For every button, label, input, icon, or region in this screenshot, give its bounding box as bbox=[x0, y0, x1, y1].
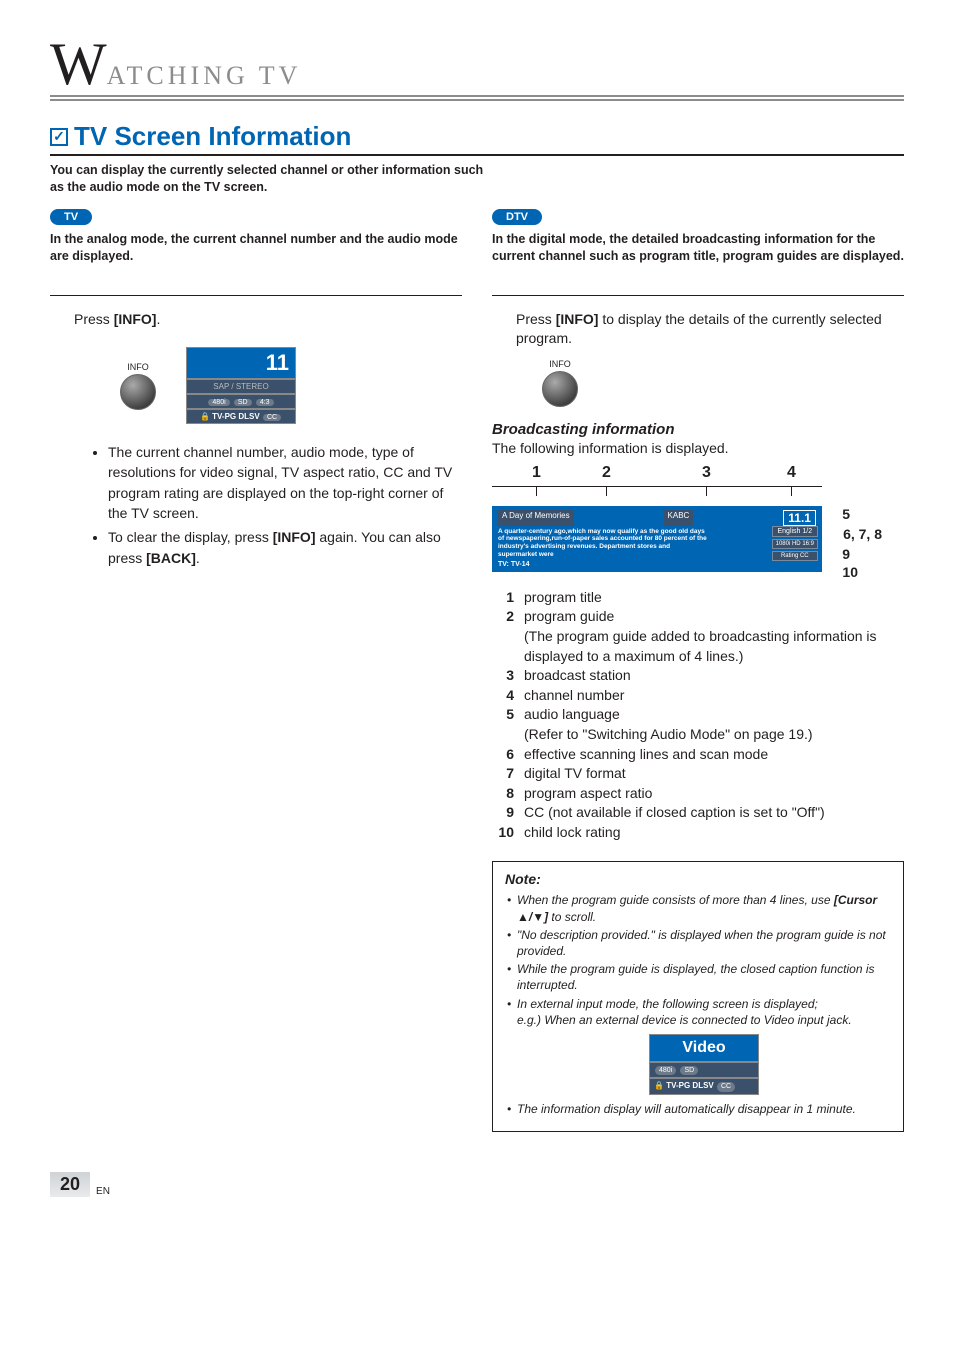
legend-row: 10 child lock rating bbox=[492, 823, 904, 843]
legend-num: 3 bbox=[492, 666, 514, 686]
osd-lang: English 1/2 bbox=[772, 526, 818, 537]
legend-desc: program aspect ratio bbox=[524, 784, 904, 804]
check-icon: ✓ bbox=[50, 128, 68, 146]
callout-5: 5 bbox=[842, 506, 850, 522]
legend-num: 1 bbox=[492, 588, 514, 608]
header-initial: W bbox=[50, 40, 109, 88]
osd-audio-row: SAP / STEREO bbox=[186, 379, 296, 394]
page-num-value: 20 bbox=[50, 1172, 90, 1197]
tv-mode-desc: In the analog mode, the current channel … bbox=[50, 231, 462, 265]
legend-paren: (The program guide added to broadcasting… bbox=[524, 627, 904, 666]
osd-channel: 11.1 bbox=[783, 510, 816, 526]
osd-rating-row: 🔒 TV-PG DLSV CC bbox=[186, 409, 296, 424]
lock-icon: 🔒 bbox=[654, 1081, 664, 1090]
info-button-graphic: INFO bbox=[120, 362, 156, 410]
legend-row: 1 program title bbox=[492, 588, 904, 608]
intro-text: You can display the currently selected c… bbox=[50, 162, 500, 196]
legend-desc: child lock rating bbox=[524, 823, 904, 843]
legend-num: 2 bbox=[492, 607, 514, 627]
legend-row: 8 program aspect ratio bbox=[492, 784, 904, 804]
legend-num: 10 bbox=[492, 823, 514, 843]
legend-num: 6 bbox=[492, 745, 514, 765]
osd-guide-text: A quarter-century ago,which may now qual… bbox=[498, 528, 708, 559]
page-number: 20 EN bbox=[50, 1172, 904, 1197]
tv-bullets: The current channel number, audio mode, … bbox=[90, 442, 462, 568]
video-osd: Video 480i SD 🔒 TV-PG DLSV CC bbox=[649, 1034, 759, 1095]
page-lang: EN bbox=[96, 1186, 110, 1197]
video-osd-title: Video bbox=[649, 1034, 759, 1062]
dtv-pill: DTV bbox=[492, 209, 542, 225]
dtv-diagram: 1 2 3 4 A Day of Memories KABC 11.1 bbox=[492, 464, 872, 572]
osd-channel: 11 bbox=[186, 347, 296, 379]
legend-desc: channel number bbox=[524, 686, 904, 706]
legend-num: 9 bbox=[492, 803, 514, 823]
legend-desc: program guide bbox=[524, 607, 904, 627]
osd-format-row: 480i SD 4:3 bbox=[186, 394, 296, 409]
osd-rating-line: TV: TV-14 bbox=[498, 561, 816, 568]
callout-10: 10 bbox=[842, 564, 858, 580]
note-box: Note: When the program guide consists of… bbox=[492, 861, 904, 1133]
tv-press-instruction: Press [INFO]. bbox=[74, 310, 462, 330]
tv-bullet-1: The current channel number, audio mode, … bbox=[108, 442, 462, 523]
note-1: When the program guide consists of more … bbox=[505, 892, 891, 924]
header-rest: ATCHING TV bbox=[107, 61, 302, 91]
note-2: "No description provided." is displayed … bbox=[505, 927, 891, 959]
legend-desc: program title bbox=[524, 588, 904, 608]
legend-row: 9 CC (not available if closed caption is … bbox=[492, 803, 904, 823]
note-5: The information display will automatical… bbox=[505, 1101, 891, 1117]
osd-station: KABC bbox=[664, 510, 694, 526]
tv-pill: TV bbox=[50, 209, 92, 225]
info-label: INFO bbox=[542, 359, 578, 369]
note-heading: Note: bbox=[505, 870, 891, 889]
legend-num: 8 bbox=[492, 784, 514, 804]
legend-num: 4 bbox=[492, 686, 514, 706]
broadcasting-subhead: Broadcasting information bbox=[492, 421, 904, 438]
callout-3: 3 bbox=[702, 464, 711, 482]
legend-row: 3 broadcast station bbox=[492, 666, 904, 686]
callout-2: 2 bbox=[602, 464, 611, 482]
analog-osd: 11 SAP / STEREO 480i SD 4:3 🔒 TV-PG DLSV… bbox=[186, 347, 296, 424]
legend-desc: digital TV format bbox=[524, 764, 904, 784]
callout-1: 1 bbox=[532, 464, 541, 482]
legend-num: 5 bbox=[492, 705, 514, 725]
legend: 1 program title 2 program guide(The program… bbox=[492, 588, 904, 843]
legend-row: 4 channel number bbox=[492, 686, 904, 706]
lock-icon: 🔒 bbox=[200, 412, 210, 421]
info-button-icon bbox=[120, 374, 156, 410]
osd-rating-cc: Rating CC bbox=[772, 551, 818, 561]
info-label: INFO bbox=[120, 362, 156, 372]
note-4: In external input mode, the following sc… bbox=[505, 996, 891, 1096]
info-button-icon bbox=[542, 371, 578, 407]
dtv-column: DTV In the digital mode, the detailed br… bbox=[492, 208, 904, 1133]
legend-desc: broadcast station bbox=[524, 666, 904, 686]
info-button-graphic: INFO bbox=[542, 359, 904, 407]
tv-column: TV In the analog mode, the current chann… bbox=[50, 208, 462, 1133]
legend-row: 5 audio language bbox=[492, 705, 904, 725]
osd-right-tags: English 1/2 1080i HD 16:9 Rating CC bbox=[772, 526, 818, 563]
legend-desc: effective scanning lines and scan mode bbox=[524, 745, 904, 765]
note-3: While the program guide is displayed, th… bbox=[505, 961, 891, 993]
legend-desc: CC (not available if closed caption is s… bbox=[524, 803, 904, 823]
legend-row: 6 effective scanning lines and scan mode bbox=[492, 745, 904, 765]
callout-9: 9 bbox=[842, 546, 850, 562]
section-title: ✓ TV Screen Information bbox=[50, 121, 904, 156]
legend-row: 2 program guide bbox=[492, 607, 904, 627]
callout-4: 4 bbox=[787, 464, 796, 482]
legend-num: 7 bbox=[492, 764, 514, 784]
dtv-press-instruction: Press [INFO] to display the details of t… bbox=[516, 310, 904, 349]
dtv-mode-desc: In the digital mode, the detailed broadc… bbox=[492, 231, 904, 265]
callout-678: 6, 7, 8 bbox=[843, 526, 882, 542]
osd-program-title: A Day of Memories bbox=[498, 510, 574, 526]
tv-bullet-2: To clear the display, press [INFO] again… bbox=[108, 527, 462, 568]
dtv-osd-box: A Day of Memories KABC 11.1 A quarter-ce… bbox=[492, 506, 822, 572]
legend-desc: audio language bbox=[524, 705, 904, 725]
chapter-header: W ATCHING TV bbox=[50, 40, 904, 101]
legend-paren: (Refer to "Switching Audio Mode" on page… bbox=[524, 725, 904, 745]
section-title-text: TV Screen Information bbox=[74, 121, 351, 152]
osd-format: 1080i HD 16:9 bbox=[772, 539, 818, 549]
legend-row: 7 digital TV format bbox=[492, 764, 904, 784]
broadcasting-subtext: The following information is displayed. bbox=[492, 440, 904, 456]
